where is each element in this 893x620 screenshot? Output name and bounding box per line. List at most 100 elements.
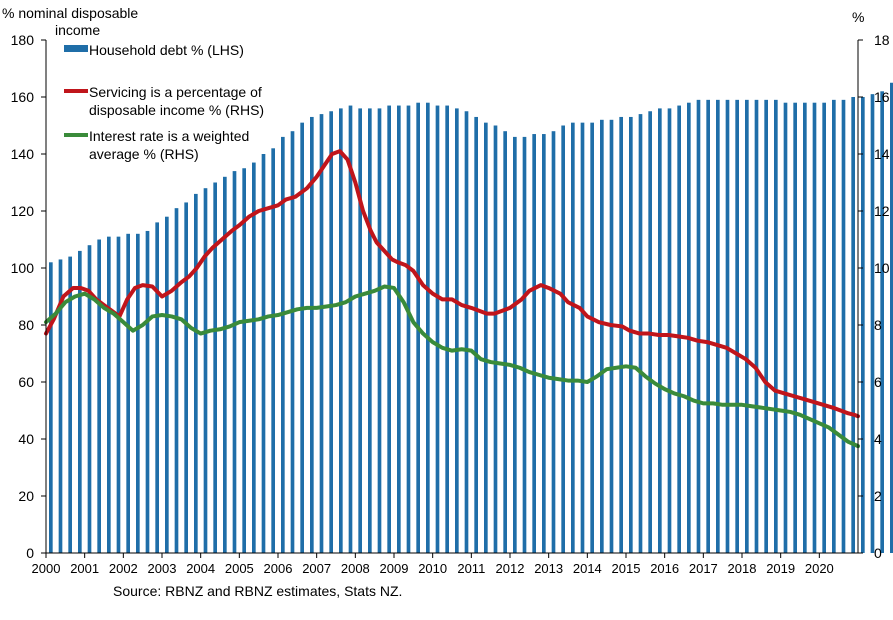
household-debt-bar <box>716 99 720 553</box>
household-debt-bar <box>136 233 140 554</box>
household-debt-bar <box>513 136 517 553</box>
x-tick-label: 2009 <box>380 561 409 576</box>
household-debt-bar <box>725 99 730 553</box>
x-tick-label: 2011 <box>457 561 485 576</box>
household-debt-bar <box>735 99 739 553</box>
right-tick-label: 2 <box>874 488 882 504</box>
household-debt-bar <box>619 116 623 553</box>
household-debt-bar <box>174 208 179 553</box>
legend-label-household-debt: Household debt % (LHS) <box>89 42 244 58</box>
x-tick-label: 2012 <box>496 561 525 576</box>
x-tick-label: 2007 <box>302 561 331 576</box>
household-debt-bar <box>629 116 633 553</box>
household-debt-bar <box>706 99 710 553</box>
household-debt-bar <box>165 216 169 553</box>
right-tick-label: 6 <box>874 374 882 390</box>
household-debt-bar <box>687 102 691 553</box>
left-tick-label: 80 <box>18 317 34 333</box>
household-debt-bar <box>832 99 836 553</box>
household-debt-bar <box>580 122 585 554</box>
x-tick-label: 2008 <box>341 561 370 576</box>
household-debt-bar <box>851 97 855 553</box>
household-debt-bar <box>155 222 159 553</box>
x-tick-label: 2002 <box>109 561 138 576</box>
household-debt-bar <box>290 131 295 553</box>
legend-label-servicing-line-2: disposable income % (RHS) <box>89 102 264 118</box>
household-debt-bar <box>870 94 875 554</box>
household-debt-bar <box>667 108 672 554</box>
x-tick-label: 2006 <box>264 561 293 576</box>
household-debt-bar <box>397 105 401 554</box>
right-tick-label: 4 <box>874 431 882 447</box>
household-debt-bar <box>184 202 188 553</box>
right-tick-label: 10 <box>874 260 890 276</box>
household-debt-bar <box>223 176 227 554</box>
household-debt-bar <box>87 245 92 553</box>
right-tick-label: 8 <box>874 317 882 333</box>
household-debt-bar <box>358 108 362 554</box>
household-debt-bar <box>745 99 749 553</box>
household-debt-bar <box>677 105 681 554</box>
household-debt-bar <box>774 99 778 553</box>
legend-label-interest-line-1: Interest rate is a weighted <box>89 128 249 144</box>
household-debt-bar <box>455 108 459 554</box>
household-debt-bar <box>348 105 353 554</box>
household-debt-bar <box>68 256 72 553</box>
left-tick-label: 20 <box>18 488 34 504</box>
household-debt-bar <box>339 108 343 554</box>
household-debt-bar <box>754 99 759 553</box>
x-tick-label: 2001 <box>70 561 99 576</box>
household-debt-bar <box>145 230 150 553</box>
x-tick-label: 2004 <box>186 561 215 576</box>
household-debt-bar <box>261 154 266 553</box>
household-debt-bar <box>841 99 846 553</box>
household-debt-bar <box>281 136 285 553</box>
household-debt-bar <box>194 193 198 553</box>
household-debt-bar <box>107 236 111 553</box>
household-debt-bar <box>532 134 536 554</box>
right-tick-label: 12 <box>874 203 890 219</box>
household-debt-bar <box>232 171 237 553</box>
household-debt-bar <box>590 122 594 554</box>
household-debt-bar <box>503 131 507 553</box>
x-tick-label: 2000 <box>32 561 61 576</box>
household-debt-bar <box>252 162 256 554</box>
household-debt-bar <box>522 136 527 553</box>
left-tick-label: 140 <box>11 146 35 162</box>
left-axis-title-line-2: income <box>55 22 100 38</box>
household-debt-bar <box>426 102 430 553</box>
x-tick-label: 2020 <box>805 561 834 576</box>
left-tick-label: 180 <box>11 32 35 48</box>
household-debt-bar <box>445 105 449 554</box>
household-debt-bars <box>49 82 893 554</box>
x-tick-label: 2019 <box>766 561 795 576</box>
household-debt-bar <box>368 108 372 554</box>
right-tick-label: 0 <box>874 545 882 561</box>
household-debt-bar <box>242 168 246 553</box>
household-debt-bar <box>435 105 440 554</box>
household-debt-bar <box>571 122 575 554</box>
left-axis-title-line-1: % nominal disposable <box>2 5 138 21</box>
right-axis-ticks: 0 2 4 6 8 10 12 14 16 18 <box>858 32 890 561</box>
x-tick-label: 2010 <box>418 561 447 576</box>
legend-swatch-household-debt <box>64 45 88 52</box>
rhs-lines <box>44 149 860 449</box>
right-axis-title: % <box>852 9 864 25</box>
household-debt-bar <box>609 119 614 554</box>
household-debt-bar <box>310 116 314 553</box>
household-debt-bar <box>542 134 546 554</box>
source-note: Source: RBNZ and RBNZ estimates, Stats N… <box>113 583 402 599</box>
household-debt-bar <box>300 122 304 554</box>
household-debt-bar <box>126 233 130 554</box>
household-debt-bar <box>764 99 768 553</box>
household-debt-bar <box>319 114 324 553</box>
household-debt-bar <box>793 102 797 553</box>
household-debt-bar <box>890 82 893 553</box>
left-tick-label: 160 <box>11 89 35 105</box>
household-debt-bar <box>803 102 807 553</box>
left-tick-label: 120 <box>11 203 35 219</box>
household-debt-bar <box>203 188 208 553</box>
left-tick-label: 60 <box>18 374 34 390</box>
legend-label-servicing-line-1: Servicing is a percentage of <box>89 84 262 100</box>
